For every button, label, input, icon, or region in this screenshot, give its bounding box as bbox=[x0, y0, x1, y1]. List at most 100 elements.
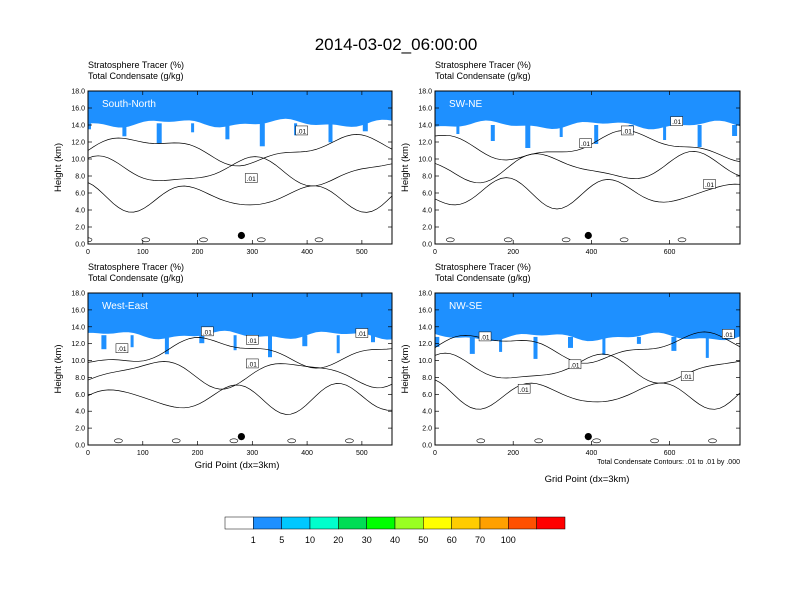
svg-text:.01: .01 bbox=[672, 119, 681, 126]
contour-line bbox=[561, 237, 571, 243]
svg-text:.01: .01 bbox=[357, 331, 366, 338]
y-tick-label: 4.0 bbox=[75, 208, 85, 215]
panel-name: NW-SE bbox=[449, 301, 482, 312]
cloud-streak bbox=[328, 123, 333, 143]
colorbar-label: 50 bbox=[418, 535, 428, 545]
panel-3: Stratosphere Tracer (%)Total Condensate … bbox=[400, 262, 741, 457]
y-tick-label: 14.0 bbox=[71, 123, 85, 130]
y-axis-label: Height (km) bbox=[53, 143, 64, 192]
cloud-streak bbox=[225, 123, 230, 140]
cloud-streak bbox=[233, 335, 237, 351]
y-tick-label: 14.0 bbox=[71, 324, 85, 331]
x-tick-label: 300 bbox=[246, 450, 258, 457]
location-marker bbox=[237, 433, 245, 441]
colorbar-label: 100 bbox=[501, 535, 516, 545]
cloud-streak bbox=[469, 336, 475, 354]
svg-text:.01: .01 bbox=[581, 141, 590, 148]
cloud-streak bbox=[336, 335, 340, 354]
tracer-field: .01 .01 .01 .01 .01 West-East bbox=[88, 293, 392, 445]
cloud-streak bbox=[268, 335, 272, 358]
panel-title-line1: Stratosphere Tracer (%) bbox=[435, 262, 531, 272]
contour-label: .01 bbox=[703, 179, 716, 189]
panel-title-line2: Total Condensate (g/kg) bbox=[88, 273, 184, 283]
tracer-band-8 bbox=[88, 293, 392, 340]
svg-text:.01: .01 bbox=[623, 128, 632, 135]
cloud-streak bbox=[302, 335, 308, 347]
x-tick-label: 0 bbox=[433, 249, 437, 256]
colorbar-swatch bbox=[451, 516, 481, 530]
tracer-band-8 bbox=[435, 293, 740, 342]
svg-text:.01: .01 bbox=[724, 332, 733, 339]
colorbar: 1 5 10 20 30 40 50 60 70 100 bbox=[224, 516, 566, 545]
y-tick-label: 8.0 bbox=[422, 174, 432, 181]
contour-line bbox=[314, 237, 324, 243]
svg-text:.01: .01 bbox=[481, 334, 490, 341]
panel-title-line1: Stratosphere Tracer (%) bbox=[435, 60, 531, 70]
y-tick-label: 10.0 bbox=[418, 157, 432, 164]
colorbar-swatch bbox=[338, 516, 367, 530]
y-tick-label: 8.0 bbox=[75, 174, 85, 181]
colorbar-swatch bbox=[423, 516, 452, 530]
x-tick-label: 0 bbox=[86, 249, 90, 256]
y-tick-label: 12.0 bbox=[71, 140, 85, 147]
tracer-field: .01 .01 South-North bbox=[88, 91, 392, 244]
panel-title-line2: Total Condensate (g/kg) bbox=[88, 71, 184, 81]
contour-line bbox=[88, 134, 392, 167]
tracer-field: .01 .01 .01 .01 SW-NE bbox=[435, 91, 740, 244]
panel-1: Stratosphere Tracer (%)Total Condensate … bbox=[400, 60, 741, 256]
location-marker bbox=[237, 231, 245, 240]
colorbar-swatch bbox=[508, 516, 537, 530]
cloud-streak bbox=[88, 123, 91, 130]
contour-line bbox=[435, 177, 740, 210]
svg-text:.01: .01 bbox=[570, 362, 579, 369]
y-tick-label: 4.0 bbox=[422, 409, 432, 416]
contour-line bbox=[88, 361, 392, 390]
y-tick-label: 12.0 bbox=[71, 341, 85, 348]
y-tick-label: 10.0 bbox=[418, 358, 432, 365]
colorbar-label: 20 bbox=[333, 535, 343, 545]
contour-label: .01 bbox=[621, 125, 634, 135]
y-axis-label: Height (km) bbox=[400, 344, 411, 393]
contour-line bbox=[534, 438, 544, 444]
colorbar-swatch bbox=[479, 516, 509, 530]
contour-line bbox=[650, 438, 659, 444]
y-axis-label: Height (km) bbox=[53, 344, 64, 393]
panel-2: Stratosphere Tracer (%)Total Condensate … bbox=[53, 262, 393, 457]
contour-line bbox=[171, 438, 181, 444]
colorbar-swatch bbox=[394, 516, 424, 530]
cloud-streak bbox=[456, 125, 460, 134]
svg-text:.01: .01 bbox=[247, 176, 256, 183]
svg-text:.01: .01 bbox=[520, 387, 529, 394]
contour-label: .01 bbox=[568, 359, 582, 369]
contour-label: .01 bbox=[201, 326, 214, 336]
x-tick-label: 200 bbox=[507, 450, 519, 457]
svg-text:.01: .01 bbox=[297, 128, 306, 135]
panel-name: West-East bbox=[102, 301, 148, 312]
cloud-streak bbox=[636, 336, 641, 344]
y-tick-label: 10.0 bbox=[71, 157, 85, 164]
y-tick-label: 16.0 bbox=[418, 307, 432, 314]
x-tick-label: 100 bbox=[137, 249, 149, 256]
svg-text:.01: .01 bbox=[117, 346, 126, 353]
contour-line bbox=[345, 438, 354, 444]
y-tick-label: 2.0 bbox=[422, 426, 432, 433]
colorbar-swatch bbox=[309, 516, 339, 530]
colorbar-label: 60 bbox=[447, 535, 457, 545]
cloud-streak bbox=[164, 335, 169, 355]
contour-line bbox=[256, 237, 266, 243]
x-tick-label: 500 bbox=[356, 249, 368, 256]
svg-text:.01: .01 bbox=[705, 182, 714, 189]
y-tick-label: 0.0 bbox=[422, 242, 432, 249]
x-tick-label: 400 bbox=[301, 249, 313, 256]
contour-line bbox=[287, 438, 297, 444]
plot-frame bbox=[434, 90, 741, 245]
contour-line bbox=[619, 237, 629, 243]
panel-title-line1: Stratosphere Tracer (%) bbox=[88, 262, 184, 272]
contour-label: .01 bbox=[246, 358, 259, 368]
contour-label: .01 bbox=[722, 329, 735, 339]
cloud-streak bbox=[705, 336, 709, 358]
tracer-band-8 bbox=[435, 91, 740, 130]
svg-text:.01: .01 bbox=[248, 338, 257, 345]
y-tick-label: 2.0 bbox=[422, 225, 432, 232]
